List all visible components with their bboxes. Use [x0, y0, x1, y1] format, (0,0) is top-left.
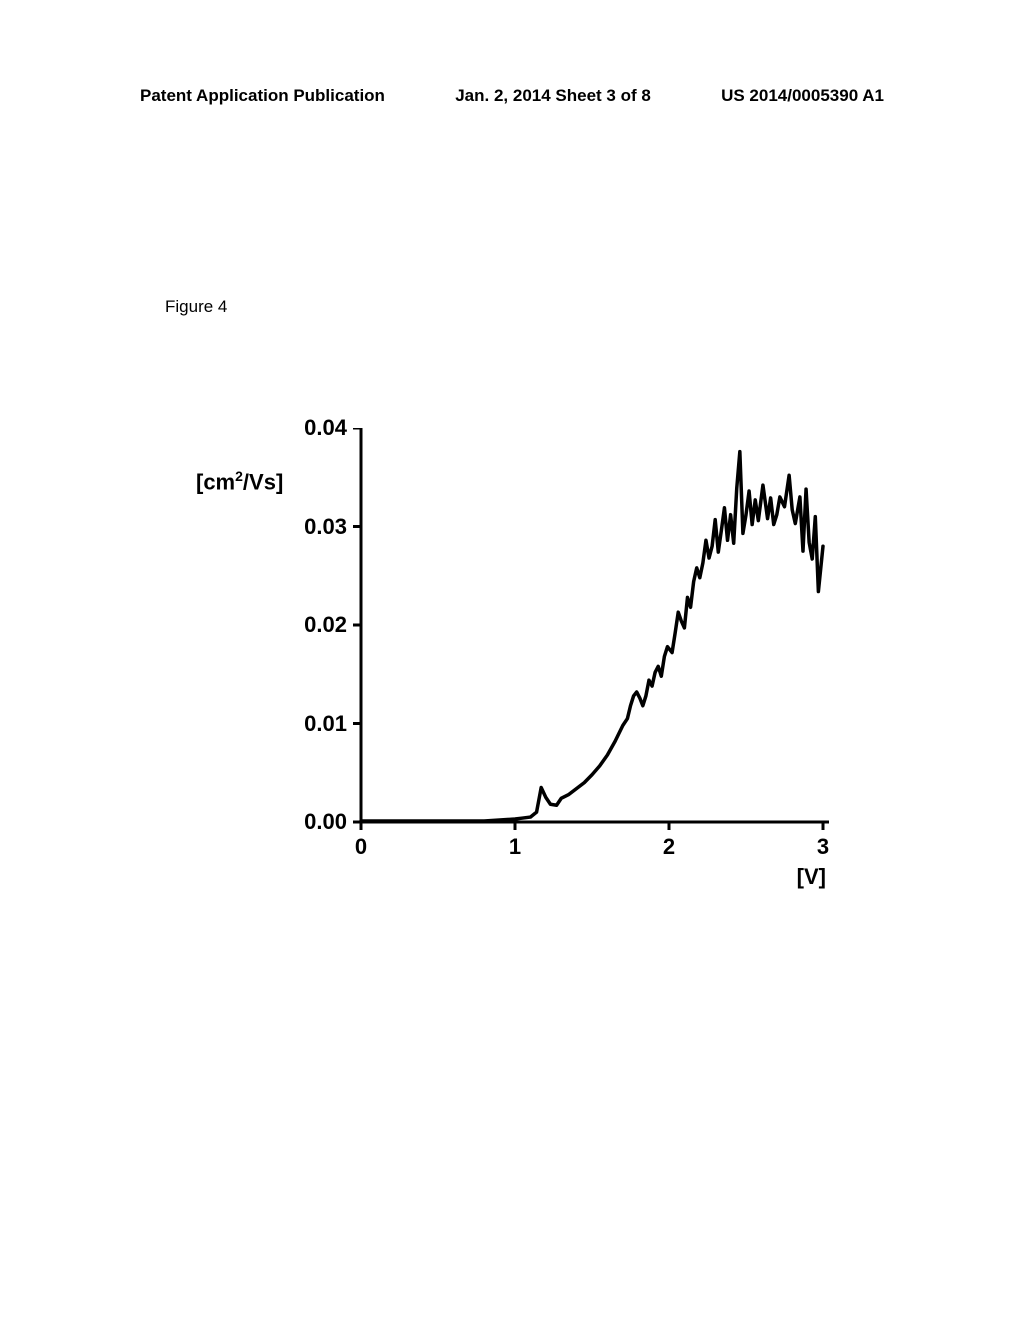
y-tick-label: 0.01	[277, 711, 347, 737]
header-left: Patent Application Publication	[140, 86, 385, 106]
figure-label: Figure 4	[165, 297, 227, 317]
chart-plot	[196, 428, 843, 872]
page-header: Patent Application Publication Jan. 2, 2…	[0, 86, 1024, 106]
y-tick-label: 0.02	[277, 612, 347, 638]
y-tick-label: 0.04	[277, 415, 347, 441]
x-axis-label: [V]	[797, 864, 826, 890]
chart-container: [cm2/Vs] [V] 0.000.010.020.030.040123	[196, 428, 836, 888]
x-tick-label: 2	[654, 834, 684, 860]
x-tick-label: 1	[500, 834, 530, 860]
y-tick-label: 0.00	[277, 809, 347, 835]
x-tick-label: 0	[346, 834, 376, 860]
y-tick-label: 0.03	[277, 514, 347, 540]
x-tick-label: 3	[808, 834, 838, 860]
header-center: Jan. 2, 2014 Sheet 3 of 8	[455, 86, 651, 106]
header-right: US 2014/0005390 A1	[721, 86, 884, 106]
